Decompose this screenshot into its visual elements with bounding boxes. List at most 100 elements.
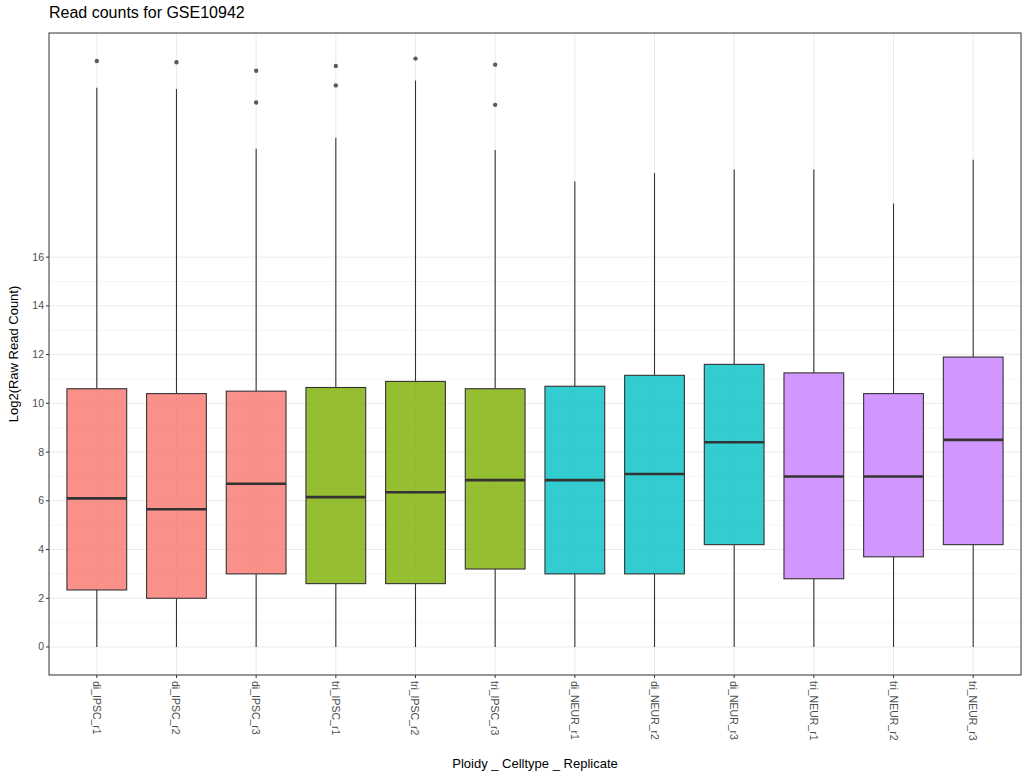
lower-whisker	[973, 545, 974, 647]
x-tick-label: di_NEUR_r1	[569, 681, 581, 740]
title: Read counts for GSE10942	[49, 4, 245, 21]
outlier	[95, 59, 99, 63]
x-tick	[176, 675, 177, 678]
box	[306, 388, 366, 584]
grid	[49, 33, 1021, 675]
outlier	[254, 100, 258, 104]
outlier	[174, 60, 178, 64]
x-tick	[495, 675, 496, 678]
outlier	[493, 62, 497, 66]
y-grid-line	[49, 646, 1021, 647]
median	[784, 475, 844, 478]
y-tick	[46, 598, 49, 599]
x-tick-label: di_NEUR_r3	[728, 681, 740, 740]
y-tick-label: 16	[32, 251, 44, 263]
box	[147, 394, 207, 599]
outlier	[254, 69, 258, 73]
x-tick	[256, 675, 257, 678]
y-axis-label: Log2(Raw Read Count)	[6, 286, 21, 423]
box	[465, 389, 525, 569]
median	[943, 439, 1003, 442]
box	[784, 373, 844, 579]
lower-whisker	[813, 579, 814, 647]
upper-whisker	[415, 81, 416, 382]
background	[0, 0, 1032, 778]
median	[306, 496, 366, 499]
x-tick	[973, 675, 974, 678]
lower-whisker	[335, 584, 336, 647]
x-tick-label: di_NEUR_r2	[649, 681, 661, 740]
median	[226, 482, 286, 485]
y-tick	[46, 452, 49, 453]
box-group	[545, 182, 605, 647]
median	[625, 473, 685, 476]
box	[226, 391, 286, 574]
outlier	[493, 103, 497, 107]
median	[545, 479, 605, 482]
x-tick-label: tri_NEUR_r2	[888, 681, 900, 741]
y-grid-line	[49, 305, 1021, 306]
x-grid-line	[734, 33, 735, 675]
y-tick	[46, 500, 49, 501]
upper-whisker	[654, 173, 655, 375]
y-tick	[46, 549, 49, 550]
box-group	[625, 173, 685, 647]
x-grid-line	[256, 33, 257, 675]
y-tick-label: 8	[38, 446, 44, 458]
box	[545, 386, 605, 574]
x-tick	[893, 675, 894, 678]
box-group	[306, 64, 366, 647]
x-grid-line	[495, 33, 496, 675]
y-tick-label: 2	[38, 592, 44, 604]
lower-whisker	[256, 574, 257, 647]
x-grid-line	[654, 33, 655, 675]
upper-whisker	[893, 204, 894, 394]
box	[386, 381, 446, 583]
median	[67, 497, 127, 500]
y-tick	[46, 403, 49, 404]
lower-whisker	[574, 574, 575, 647]
box-group	[704, 169, 764, 647]
x-tick	[813, 675, 814, 678]
x-axis: di_IPSC_r1di_IPSC_r2di_IPSC_r3tri_IPSC_r…	[91, 675, 979, 741]
box	[864, 394, 924, 557]
box-group	[226, 69, 286, 647]
x-tick-label: tri_NEUR_r1	[808, 681, 820, 741]
x-grid-line	[574, 33, 575, 675]
y-tick	[46, 305, 49, 306]
upper-whisker	[813, 169, 814, 372]
median	[386, 491, 446, 494]
x-tick-label: tri_NEUR_r3	[967, 681, 979, 741]
y-axis: 0246810121416	[32, 251, 49, 653]
median	[704, 441, 764, 444]
box	[67, 389, 127, 590]
box	[625, 375, 685, 574]
x-tick	[734, 675, 735, 678]
x-tick	[96, 675, 97, 678]
lower-whisker	[654, 574, 655, 647]
x-tick	[335, 675, 336, 678]
lower-whisker	[495, 569, 496, 647]
outlier	[334, 64, 338, 68]
upper-whisker	[495, 150, 496, 389]
minor-grid-line	[49, 378, 1021, 379]
lower-whisker	[734, 545, 735, 647]
x-grid-line	[893, 33, 894, 675]
median	[864, 475, 924, 478]
minor-grid-line	[49, 330, 1021, 331]
plot-area	[67, 56, 1003, 647]
median	[147, 508, 207, 511]
x-tick-label: di_IPSC_r2	[170, 681, 182, 735]
lower-whisker	[96, 590, 97, 647]
y-tick	[46, 354, 49, 355]
y-grid-line	[49, 257, 1021, 258]
median	[465, 479, 525, 482]
upper-whisker	[734, 169, 735, 364]
y-tick	[46, 257, 49, 258]
upper-whisker	[973, 160, 974, 357]
minor-grid-line	[49, 622, 1021, 623]
lower-whisker	[415, 584, 416, 647]
lower-whisker	[176, 598, 177, 647]
chart: 0246810121416 di_IPSC_r1di_IPSC_r2di_IPSC…	[0, 0, 1032, 778]
x-tick-label: tri_IPSC_r2	[409, 681, 421, 735]
